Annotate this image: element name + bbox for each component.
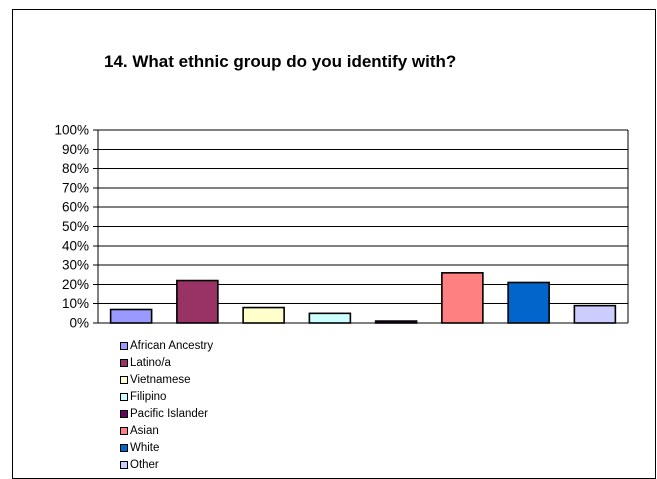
legend-item: Latino/a: [120, 354, 213, 371]
y-tick-label: 0%: [69, 316, 89, 331]
bar: [374, 320, 418, 324]
legend-item: Filipino: [120, 388, 213, 405]
legend-item: Vietnamese: [120, 371, 213, 388]
legend-label: Other: [130, 458, 159, 471]
legend-label: Vietnamese: [130, 373, 191, 386]
legend-label: Asian: [130, 424, 159, 437]
y-tick-label: 30%: [62, 258, 89, 273]
y-tick-label: 90%: [62, 142, 89, 157]
legend-item: African Ancestry: [120, 337, 213, 354]
y-tick-label: 50%: [62, 219, 89, 234]
y-tick-label: 20%: [62, 277, 89, 292]
legend-swatch: [120, 375, 128, 384]
y-tick-label: 60%: [62, 200, 89, 215]
legend-swatch: [120, 392, 128, 401]
legend-swatch: [120, 460, 128, 469]
legend-item: White: [120, 439, 213, 456]
legend-label: African Ancestry: [130, 339, 214, 352]
chart-title: 14. What ethnic group do you identify wi…: [104, 52, 457, 71]
bar: [573, 304, 617, 324]
legend-item: Asian: [120, 422, 213, 439]
bar: [441, 272, 484, 324]
bar: [507, 281, 550, 324]
legend-label: White: [130, 441, 160, 454]
chart-frame: [12, 9, 656, 479]
y-tick-label: 70%: [62, 180, 89, 195]
y-tick-label: 80%: [62, 161, 89, 176]
legend-item: Pacific Islander: [120, 405, 213, 422]
y-tick-label: 10%: [62, 296, 89, 311]
legend-label: Latino/a: [130, 356, 171, 369]
legend-label: Filipino: [130, 390, 167, 403]
legend-swatch: [120, 341, 128, 350]
bar: [308, 312, 352, 324]
legend: African Ancestry Latino/a Vietnamese Filipi…: [120, 337, 213, 473]
bar: [109, 308, 153, 324]
bar: [242, 306, 285, 324]
legend-swatch: [120, 443, 128, 452]
legend-swatch: [120, 409, 128, 418]
y-tick-label: 40%: [62, 238, 89, 253]
y-tick-label: 100%: [54, 123, 89, 138]
plot-area: 0% 10% 20% 30% 40% 50% 60% 70% 80% 90% 100%: [54, 123, 629, 331]
legend-item: Other: [120, 456, 213, 473]
legend-swatch: [120, 426, 128, 435]
legend-label: Pacific Islander: [130, 407, 208, 420]
legend-swatch: [120, 358, 128, 367]
bar: [176, 279, 219, 324]
